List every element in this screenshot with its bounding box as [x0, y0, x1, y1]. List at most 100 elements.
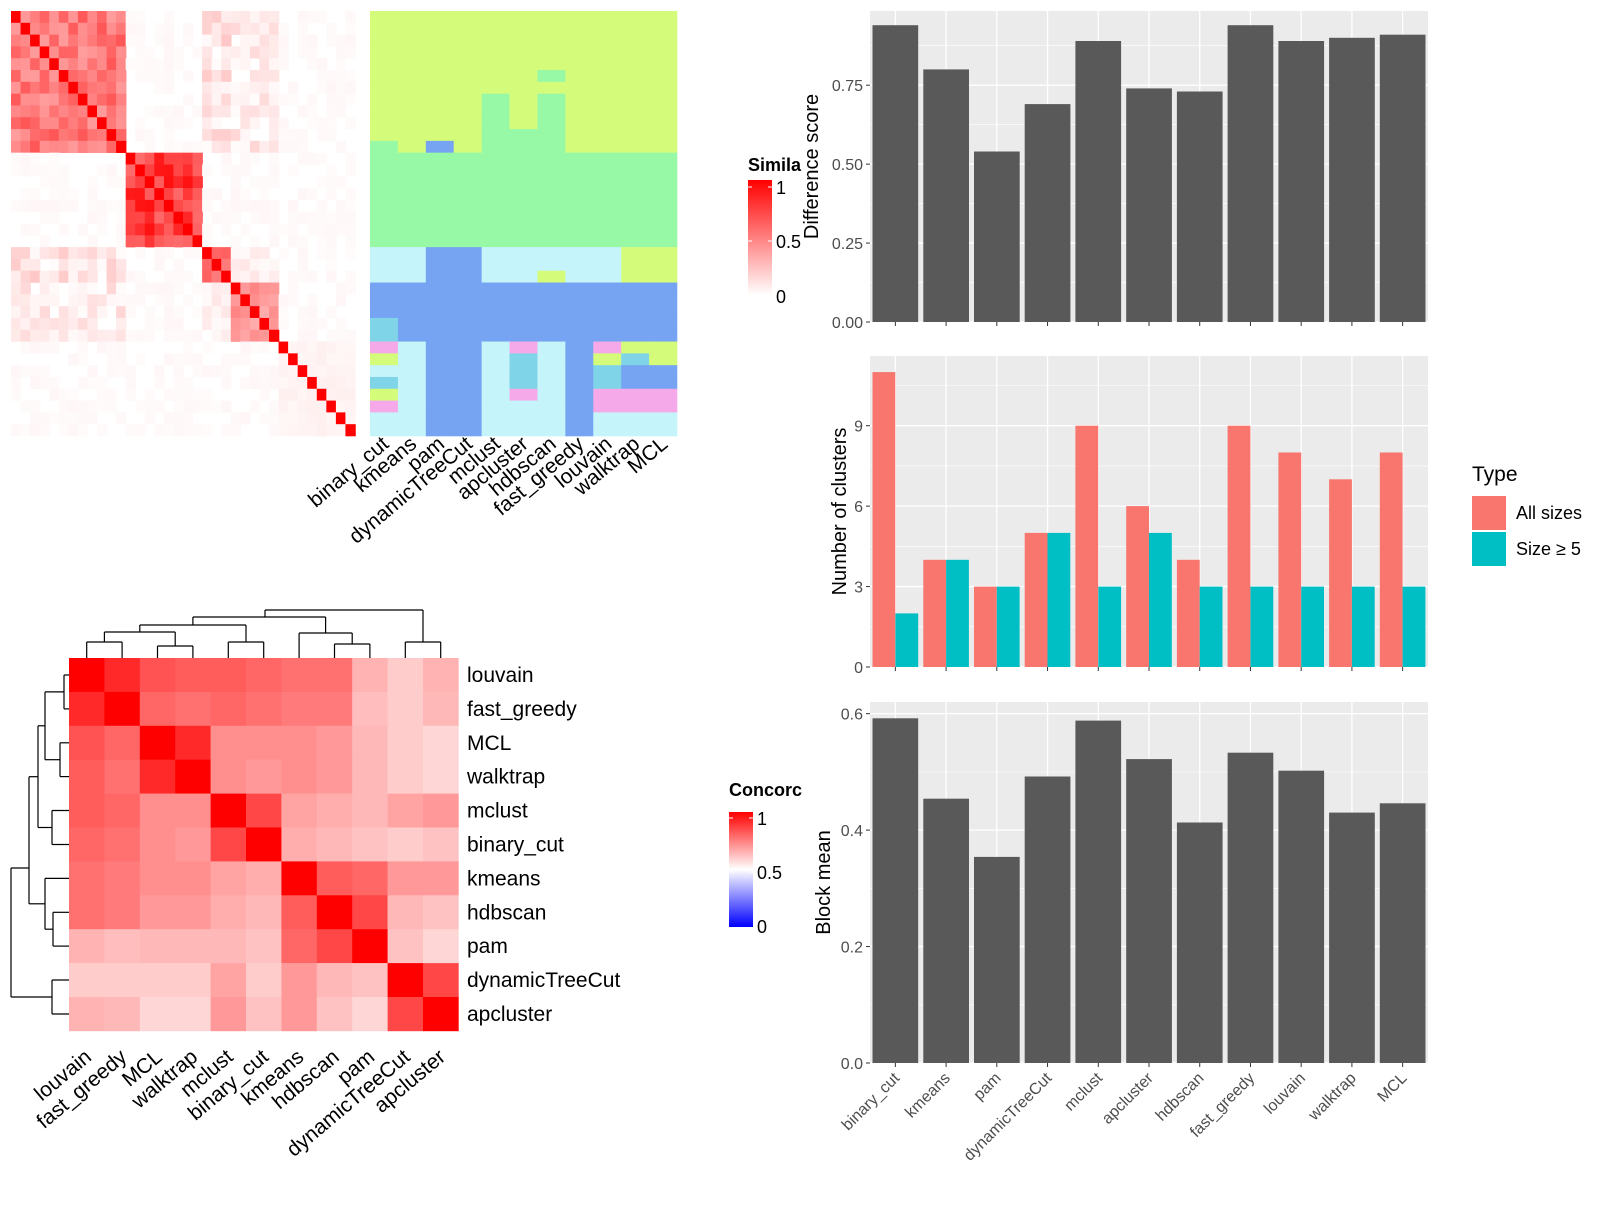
- similarity-cell-27-5: [58, 329, 70, 342]
- similarity-cell-11-18: [183, 140, 194, 153]
- similarity-cell-31-22: [221, 376, 232, 390]
- similarity-cell-20-0: [11, 247, 22, 260]
- concordance-cell-binary_cut-walktrap: [175, 827, 211, 862]
- similarity-cell-0-25: [249, 11, 261, 24]
- concordance-cell-apcluster-binary_cut: [246, 997, 282, 1032]
- similarity-cell-15-14: [144, 188, 156, 201]
- class-cell-1-0: [370, 22, 399, 35]
- class-cell-8-8: [593, 105, 622, 118]
- similarity-cell-1-28: [278, 22, 289, 35]
- similarity-cell-9-27: [269, 117, 280, 130]
- class-cell-17-8: [593, 211, 622, 224]
- similarity-cell-21-8: [87, 258, 98, 272]
- similarity-cell-13-23: [230, 164, 242, 177]
- similarity-cell-33-15: [154, 400, 165, 413]
- similarity-cell-19-23: [230, 235, 242, 248]
- class-cell-23-9: [621, 282, 650, 295]
- similarity-cell-27-26: [259, 329, 270, 342]
- similarity-cell-24-34: [335, 294, 347, 307]
- similarity-cell-30-20: [202, 365, 213, 378]
- similarity-cell-25-14: [144, 306, 156, 319]
- class-cell-27-0: [370, 329, 399, 342]
- similarity-cell-8-0: [11, 105, 22, 118]
- similarity-cell-13-4: [49, 164, 60, 177]
- y-tick-label: 0.4: [841, 823, 863, 840]
- similarity-cell-2-22: [221, 34, 232, 47]
- similarity-cell-25-19: [192, 306, 203, 319]
- similarity-cell-8-33: [326, 105, 337, 118]
- similarity-cell-6-9: [97, 81, 108, 94]
- bar-kmeans: [923, 798, 969, 1063]
- concordance-cell-kmeans-kmeans: [281, 861, 318, 896]
- similarity-cell-26-15: [154, 317, 165, 331]
- cluster-method-labels: binary_cutkmeanspamdynamicTreeCutmclusta…: [304, 432, 672, 548]
- similarity-cell-20-32: [316, 247, 328, 260]
- similarity-cell-24-7: [77, 294, 89, 307]
- similarity-cell-28-18: [183, 341, 194, 354]
- class-cell-12-7: [565, 152, 594, 165]
- similarity-cell-18-16: [163, 223, 175, 236]
- similarity-cell-35-32: [316, 424, 328, 437]
- similarity-cell-20-25: [249, 247, 261, 260]
- class-cell-0-4: [481, 11, 510, 24]
- similarity-cell-20-9: [97, 247, 108, 260]
- y-tick-label: 0.2: [841, 940, 863, 957]
- class-cell-25-9: [621, 306, 650, 319]
- similarity-cell-6-15: [154, 81, 165, 94]
- similarity-cell-21-21: [211, 258, 222, 272]
- similarity-cell-11-5: [58, 140, 70, 153]
- class-cell-13-10: [649, 164, 678, 177]
- similarity-cell-8-16: [163, 105, 175, 118]
- class-cell-12-9: [621, 152, 650, 165]
- class-cell-26-0: [370, 317, 399, 331]
- class-cell-1-2: [425, 22, 455, 35]
- class-cell-34-5: [509, 412, 538, 425]
- class-cell-33-1: [397, 400, 427, 413]
- class-cell-11-9: [621, 140, 650, 153]
- similarity-cell-10-24: [240, 129, 251, 142]
- similarity-cell-26-24: [240, 317, 251, 331]
- similarity-cell-34-3: [39, 412, 50, 425]
- class-cell-34-1: [397, 412, 427, 425]
- similarity-cell-27-0: [11, 329, 22, 342]
- similarity-cell-26-20: [202, 317, 213, 331]
- concordance-row-label-binary_cut: binary_cut: [467, 834, 564, 857]
- similarity-cell-26-25: [249, 317, 261, 331]
- similarity-cell-0-2: [30, 11, 41, 24]
- concordance-cell-MCL-kmeans: [281, 725, 318, 760]
- class-cell-16-0: [370, 199, 399, 212]
- similarity-cell-6-11: [116, 81, 127, 94]
- similarity-cell-22-24: [240, 270, 251, 283]
- class-cell-4-8: [593, 58, 622, 71]
- class-cell-3-1: [397, 46, 427, 59]
- similarity-cell-2-25: [249, 34, 261, 47]
- concordance-row-label-hdbscan: hdbscan: [467, 901, 546, 924]
- similarity-cell-9-18: [183, 117, 194, 130]
- similarity-cell-29-33: [326, 353, 337, 366]
- class-cell-7-0: [370, 93, 399, 106]
- similarity-cell-23-29: [288, 282, 299, 295]
- class-cell-16-4: [481, 199, 510, 212]
- class-cell-29-0: [370, 353, 399, 366]
- similarity-cell-15-16: [163, 188, 175, 201]
- similarity-cell-1-33: [326, 22, 337, 35]
- similarity-cell-2-1: [20, 34, 31, 47]
- similarity-cell-31-8: [87, 376, 98, 390]
- similarity-cell-10-32: [316, 129, 328, 142]
- class-cell-18-0: [370, 223, 399, 236]
- similarity-cell-19-30: [297, 235, 308, 248]
- bar-pam: [974, 856, 1020, 1063]
- similarity-cell-4-8: [87, 58, 98, 71]
- similarity-cell-5-25: [249, 70, 261, 83]
- class-cell-8-6: [537, 105, 566, 118]
- similarity-cell-24-9: [97, 294, 108, 307]
- class-cell-35-1: [397, 424, 427, 437]
- similarity-cell-22-4: [49, 270, 60, 283]
- class-cell-25-6: [537, 306, 566, 319]
- class-cell-26-8: [593, 317, 622, 331]
- similarity-cell-27-18: [183, 329, 194, 342]
- similarity-cell-34-2: [30, 412, 41, 425]
- similarity-cell-9-28: [278, 117, 289, 130]
- similarity-cell-12-24: [240, 152, 251, 165]
- class-cell-6-3: [453, 81, 482, 94]
